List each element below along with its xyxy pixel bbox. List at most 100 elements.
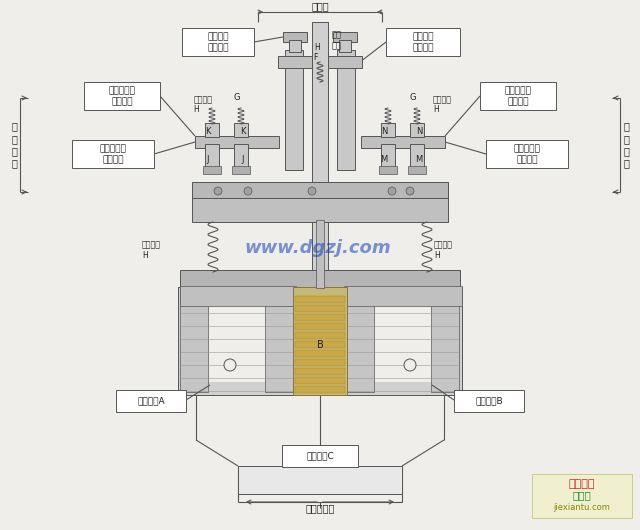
Bar <box>238 466 402 494</box>
Text: K: K <box>205 127 211 136</box>
Bar <box>410 123 424 137</box>
Bar <box>339 40 351 52</box>
Text: 还原弹簧: 还原弹簧 <box>434 241 453 250</box>
Bar <box>295 305 345 312</box>
Bar <box>205 144 219 168</box>
Circle shape <box>244 187 252 195</box>
Bar <box>316 220 324 288</box>
Bar <box>295 332 345 339</box>
Bar <box>486 140 568 168</box>
Text: 固定铁芯B: 固定铁芯B <box>475 396 503 405</box>
Bar <box>361 300 445 382</box>
Text: N: N <box>416 127 422 136</box>
Bar <box>381 123 395 137</box>
Text: 接线图: 接线图 <box>573 490 591 500</box>
Text: 辅助触头的
可动触头: 辅助触头的 可动触头 <box>109 86 136 106</box>
Bar <box>72 140 154 168</box>
Bar <box>234 123 248 137</box>
Bar <box>386 28 460 56</box>
Text: www.dgzj.com: www.dgzj.com <box>244 239 391 257</box>
Bar <box>295 350 345 357</box>
Text: 还原弹簧: 还原弹簧 <box>433 95 452 104</box>
Bar <box>333 32 357 42</box>
Text: J: J <box>207 155 209 164</box>
Text: H: H <box>434 251 440 260</box>
Text: 主触头的
可动触头: 主触头的 可动触头 <box>412 32 434 52</box>
Bar <box>232 166 250 174</box>
Bar <box>408 166 426 174</box>
Bar <box>346 288 374 392</box>
Bar <box>289 40 301 52</box>
Bar <box>295 368 345 375</box>
Circle shape <box>308 187 316 195</box>
Bar <box>192 198 448 222</box>
Bar <box>283 32 307 42</box>
Bar <box>178 287 296 395</box>
Bar <box>192 182 448 200</box>
Bar <box>480 82 556 110</box>
Bar <box>285 50 303 170</box>
Bar <box>278 56 312 68</box>
Text: 还原弹簧: 还原弹簧 <box>194 95 213 104</box>
Bar <box>265 288 293 392</box>
Bar <box>410 144 424 168</box>
Text: 还原弹簧: 还原弹簧 <box>142 241 161 250</box>
Bar <box>295 359 345 366</box>
Bar <box>344 287 462 395</box>
Text: 辅助触头的
固定触头: 辅助触头的 固定触头 <box>513 144 540 164</box>
Bar <box>295 323 345 330</box>
Circle shape <box>404 359 416 371</box>
Bar <box>182 28 254 56</box>
Text: F: F <box>313 52 317 61</box>
Text: 控制电磁铁: 控制电磁铁 <box>305 503 335 513</box>
Bar <box>337 50 355 170</box>
Text: 辅助触头的
固定触头: 辅助触头的 固定触头 <box>100 144 127 164</box>
Text: K: K <box>240 127 246 136</box>
Bar <box>295 341 345 348</box>
Bar <box>234 144 248 168</box>
Text: 辅助触头的
可动触头: 辅助触头的 可动触头 <box>504 86 531 106</box>
Text: M: M <box>380 155 388 164</box>
Text: H: H <box>142 251 148 260</box>
Circle shape <box>406 187 414 195</box>
Text: 主触头的
固定触头: 主触头的 固定触头 <box>207 32 228 52</box>
Bar <box>295 314 345 321</box>
Text: 辅
助
触
头: 辅 助 触 头 <box>11 121 17 169</box>
Circle shape <box>224 359 236 371</box>
Bar <box>282 445 358 467</box>
Bar <box>361 136 445 148</box>
Text: 电磁线圈C: 电磁线圈C <box>306 452 334 461</box>
Text: G: G <box>410 93 416 102</box>
Text: H: H <box>433 105 439 114</box>
Bar <box>180 286 296 306</box>
Bar <box>116 390 186 412</box>
Text: M: M <box>415 155 422 164</box>
Text: B: B <box>317 340 323 350</box>
Text: 还原
弹簧: 还原 弹簧 <box>332 30 342 50</box>
Bar <box>431 288 459 392</box>
Circle shape <box>214 187 222 195</box>
Bar <box>328 56 362 68</box>
Bar <box>203 166 221 174</box>
Text: H: H <box>193 105 199 114</box>
Text: jiexiantu.com: jiexiantu.com <box>554 504 611 513</box>
Text: 主触头: 主触头 <box>311 1 329 11</box>
Text: G: G <box>234 93 240 102</box>
Bar <box>295 386 345 393</box>
Bar <box>454 390 524 412</box>
Bar <box>312 22 328 272</box>
Bar <box>381 144 395 168</box>
Bar <box>195 300 279 382</box>
Bar <box>295 296 345 303</box>
Bar <box>195 136 279 148</box>
Bar <box>295 377 345 384</box>
Bar <box>293 287 347 395</box>
Text: 电工之家: 电工之家 <box>569 479 595 489</box>
Bar <box>84 82 160 110</box>
Bar <box>344 286 462 306</box>
Text: 可动铁芯A: 可动铁芯A <box>137 396 165 405</box>
Bar <box>205 123 219 137</box>
Text: N: N <box>381 127 387 136</box>
Text: J: J <box>242 155 244 164</box>
Text: H: H <box>314 42 320 51</box>
